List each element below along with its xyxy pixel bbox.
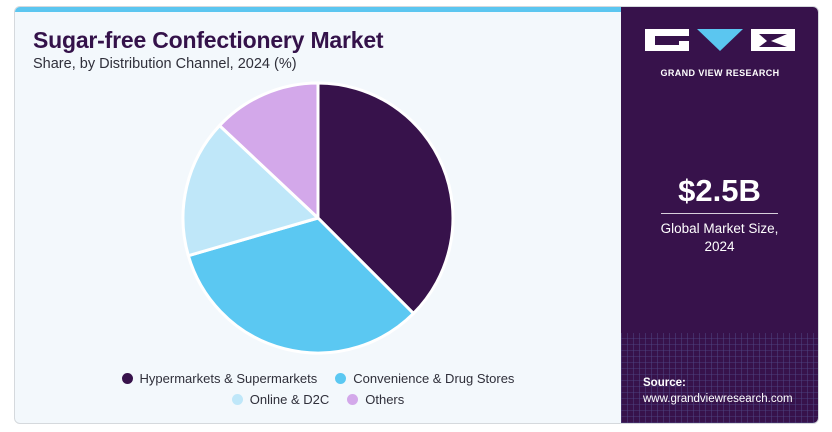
market-size-value: $2.5B [678, 173, 761, 208]
brand-logo-icon [645, 29, 795, 51]
legend-label-online: Online & D2C [249, 392, 330, 407]
chart-title: Sugar-free Confectionery Market [33, 27, 384, 53]
legend-item-convenience: Convenience & Drug Stores [335, 371, 514, 386]
market-size-label-line2: 2024 [704, 239, 735, 254]
value-divider [661, 213, 778, 214]
market-size-label: Global Market Size, 2024 [621, 220, 818, 256]
brand-name: GRAND VIEW RESEARCH [660, 68, 780, 78]
legend-swatch-others [347, 394, 359, 405]
legend-label-others: Others [365, 392, 405, 407]
pie-slice-others [218, 81, 320, 220]
legend-item-others: Others [347, 392, 404, 407]
source-label: Source: [643, 377, 686, 389]
legend-swatch-convenience [335, 373, 347, 384]
legend-swatch-hypermarkets [121, 373, 133, 384]
market-size-label-line1: Global Market Size, [660, 221, 779, 236]
legend-label-hypermarkets: Hypermarkets & Supermarkets [139, 371, 318, 386]
brand-logo: GRAND VIEW RESEARCH [645, 29, 795, 78]
legend-item-online: Online & D2C [231, 392, 330, 407]
pie-chart [181, 81, 455, 355]
chart-subtitle: Share, by Distribution Channel, 2024 (%) [33, 56, 297, 72]
legend-row-1: Hypermarkets & Supermarkets Convenience … [15, 371, 621, 386]
legend-label-convenience: Convenience & Drug Stores [353, 371, 515, 386]
sidebar-panel: GRAND VIEW RESEARCH $2.5B Global Market … [621, 7, 818, 423]
pie-slice-hypermarkets-supermarkets [316, 81, 455, 315]
source-link[interactable]: www.grandviewresearch.com [643, 393, 793, 405]
pie-slice-convenience-drug-stores [186, 216, 415, 355]
sidebar-pattern [621, 333, 818, 423]
legend-swatch-online [231, 394, 243, 405]
accent-bar [15, 7, 621, 12]
legend-item-hypermarkets: Hypermarkets & Supermarkets [121, 371, 318, 386]
chart-card: Sugar-free Confectionery Market Share, b… [14, 6, 819, 424]
pie-slice-online-d2c [181, 124, 320, 258]
legend-row-2: Online & D2C Others [15, 392, 621, 407]
